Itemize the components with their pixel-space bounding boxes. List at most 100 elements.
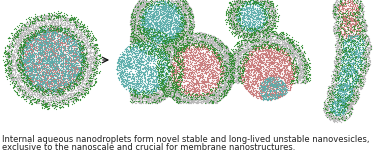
Point (229, 60, 235, 63)
Point (359, 32, 365, 35)
Point (240, 62, 246, 65)
Point (181, 40, 187, 43)
Point (200, 81, 206, 83)
Point (73, 76, 79, 79)
Point (67, 57, 73, 59)
Point (88, 75, 94, 78)
Point (362, 77, 368, 79)
Point (245, 69, 251, 72)
Point (180, 34, 186, 37)
Point (178, 100, 184, 103)
Point (335, 53, 341, 55)
Point (229, 11, 235, 14)
Point (45, 107, 51, 110)
Point (185, 90, 191, 93)
Point (167, 20, 174, 23)
Point (270, 5, 276, 7)
Point (36, 15, 42, 17)
Point (26, 102, 32, 104)
Point (275, 36, 281, 38)
Point (349, 62, 355, 64)
Point (222, 59, 228, 62)
Point (260, 0, 266, 2)
Point (235, 66, 241, 69)
Point (168, 53, 174, 56)
Point (163, 52, 169, 55)
Point (346, 18, 352, 20)
Point (272, 58, 278, 61)
Point (19, 32, 25, 34)
Point (167, 74, 173, 77)
Point (170, 53, 177, 56)
Point (49, 76, 55, 79)
Point (221, 89, 227, 92)
Point (212, 44, 218, 46)
Point (37, 53, 43, 55)
Point (266, 14, 272, 17)
Point (23, 75, 29, 78)
Point (180, 33, 186, 36)
Point (337, 100, 343, 103)
Point (348, 18, 354, 21)
Point (186, 33, 192, 36)
Point (39, 89, 45, 91)
Point (135, 91, 141, 94)
Point (33, 68, 39, 71)
Point (335, 62, 341, 65)
Point (143, 8, 149, 10)
Point (341, 52, 347, 55)
Point (29, 34, 36, 36)
Point (215, 95, 221, 97)
Point (363, 41, 369, 44)
Point (339, 54, 345, 57)
Point (195, 43, 201, 46)
Point (353, 8, 359, 10)
Point (186, 25, 192, 27)
Point (178, 79, 184, 81)
Point (209, 51, 215, 54)
Point (225, 58, 231, 61)
Point (236, 29, 242, 31)
Point (249, 41, 256, 44)
Point (264, 95, 270, 97)
Point (342, 79, 348, 82)
Point (179, 25, 185, 28)
Point (337, 4, 343, 6)
Point (40, 88, 46, 91)
Point (45, 48, 51, 51)
Point (347, 34, 353, 36)
Point (293, 50, 299, 52)
Point (339, 19, 345, 21)
Point (24, 60, 30, 62)
Point (213, 43, 219, 46)
Point (342, 96, 348, 99)
Point (214, 96, 220, 99)
Point (203, 92, 209, 95)
Point (294, 64, 300, 67)
Point (344, 97, 350, 100)
Point (349, 37, 355, 39)
Point (68, 17, 74, 20)
Point (131, 100, 137, 102)
Point (160, 52, 166, 54)
Point (235, 32, 242, 35)
Point (301, 63, 307, 66)
Point (169, 8, 175, 10)
Point (268, 28, 274, 30)
Point (257, 17, 263, 20)
Point (301, 56, 307, 59)
Point (133, 76, 139, 79)
Point (187, 7, 194, 9)
Point (232, 69, 238, 72)
Point (339, 88, 345, 91)
Point (65, 64, 71, 67)
Point (181, 24, 187, 26)
Point (19, 59, 25, 62)
Point (176, 50, 182, 52)
Point (22, 60, 28, 62)
Point (34, 101, 40, 104)
Point (240, 75, 246, 78)
Point (284, 80, 290, 83)
Point (152, 92, 158, 95)
Point (144, 94, 150, 97)
